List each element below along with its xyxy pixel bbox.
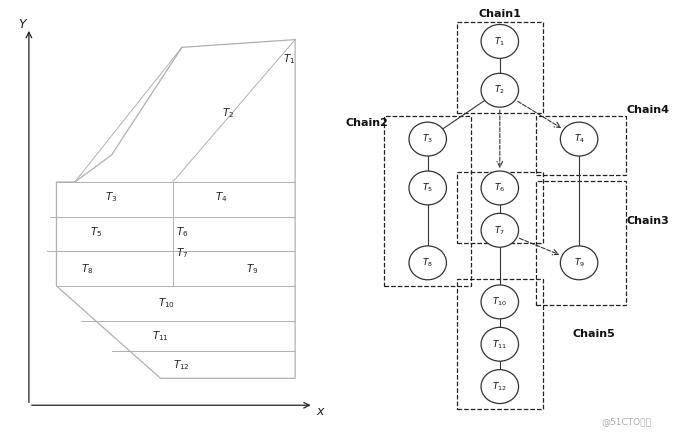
Circle shape [409, 246, 447, 280]
Circle shape [481, 213, 519, 247]
Bar [536, 116, 626, 175]
Text: $T_{3}$: $T_{3}$ [105, 191, 118, 204]
Circle shape [409, 122, 447, 156]
Bar [536, 181, 626, 305]
Circle shape [481, 370, 519, 404]
Circle shape [481, 24, 519, 58]
Text: $T_{4}$: $T_{4}$ [573, 133, 585, 146]
Text: $T_{11}$: $T_{11}$ [492, 338, 507, 351]
Text: $T_{12}$: $T_{12}$ [492, 380, 507, 393]
Text: $T_{2}$: $T_{2}$ [494, 84, 505, 97]
Text: Chain5: Chain5 [572, 329, 615, 340]
Text: Chain2: Chain2 [345, 118, 388, 128]
Text: $T_{6}$: $T_{6}$ [175, 225, 188, 239]
Circle shape [481, 327, 519, 361]
Text: $T_{12}$: $T_{12}$ [173, 358, 190, 372]
Circle shape [481, 285, 519, 319]
Text: $T_{8}$: $T_{8}$ [422, 257, 433, 269]
Circle shape [481, 171, 519, 205]
Text: $T_{5}$: $T_{5}$ [90, 225, 103, 239]
Text: $T_{9}$: $T_{9}$ [573, 257, 585, 269]
Text: Chain1: Chain1 [478, 9, 522, 19]
Circle shape [409, 171, 447, 205]
Text: $T_{10}$: $T_{10}$ [158, 296, 175, 310]
Bar [456, 22, 543, 113]
Text: Chain3: Chain3 [626, 216, 669, 225]
Bar [456, 279, 543, 409]
Bar [456, 172, 543, 243]
Text: $T_{5}$: $T_{5}$ [422, 182, 433, 194]
Circle shape [560, 122, 598, 156]
Text: $T_{10}$: $T_{10}$ [492, 295, 507, 308]
Text: $T_{7}$: $T_{7}$ [494, 224, 505, 236]
Text: Chain4: Chain4 [626, 105, 669, 115]
Text: $T_{1}$: $T_{1}$ [283, 52, 295, 66]
Bar [384, 116, 471, 286]
Text: Y: Y [18, 18, 26, 31]
Circle shape [560, 246, 598, 280]
Text: $T_{2}$: $T_{2}$ [222, 106, 234, 120]
Text: $T_{4}$: $T_{4}$ [216, 191, 228, 204]
Text: $T_{7}$: $T_{7}$ [175, 247, 188, 260]
Text: x: x [317, 404, 324, 418]
Text: $T_{9}$: $T_{9}$ [246, 262, 258, 276]
Text: $T_{3}$: $T_{3}$ [422, 133, 433, 146]
Text: @51CTO博客: @51CTO博客 [601, 417, 651, 426]
Text: $T_{1}$: $T_{1}$ [494, 35, 505, 48]
Text: $T_{8}$: $T_{8}$ [81, 262, 93, 276]
Circle shape [481, 73, 519, 107]
Text: $T_{11}$: $T_{11}$ [152, 329, 169, 343]
Text: $T_{6}$: $T_{6}$ [494, 182, 505, 194]
